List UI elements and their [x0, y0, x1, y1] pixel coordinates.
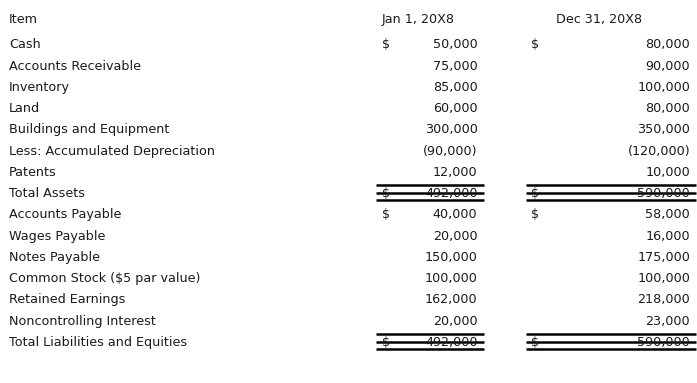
Text: 150,000: 150,000 — [424, 251, 477, 264]
Text: $: $ — [531, 187, 539, 200]
Text: 58,000: 58,000 — [645, 208, 690, 221]
Text: Accounts Receivable: Accounts Receivable — [9, 59, 141, 72]
Text: (90,000): (90,000) — [423, 144, 477, 157]
Text: 60,000: 60,000 — [433, 102, 477, 115]
Text: 85,000: 85,000 — [433, 81, 477, 94]
Text: 90,000: 90,000 — [645, 59, 690, 72]
Text: 20,000: 20,000 — [433, 229, 477, 242]
Text: 590,000: 590,000 — [637, 187, 690, 200]
Text: $: $ — [531, 336, 539, 349]
Text: Patents: Patents — [9, 166, 57, 179]
Text: 175,000: 175,000 — [637, 251, 690, 264]
Text: 492,000: 492,000 — [425, 336, 477, 349]
Text: $: $ — [531, 38, 539, 51]
Text: 100,000: 100,000 — [637, 81, 690, 94]
Text: 218,000: 218,000 — [637, 293, 690, 306]
Text: Jan 1, 20X8: Jan 1, 20X8 — [382, 13, 454, 26]
Text: 100,000: 100,000 — [424, 272, 477, 285]
Text: 16,000: 16,000 — [645, 229, 690, 242]
Text: 12,000: 12,000 — [433, 166, 477, 179]
Text: Buildings and Equipment: Buildings and Equipment — [9, 123, 169, 136]
Text: 10,000: 10,000 — [645, 166, 690, 179]
Text: Total Liabilities and Equities: Total Liabilities and Equities — [9, 336, 187, 349]
Text: 590,000: 590,000 — [637, 336, 690, 349]
Text: Inventory: Inventory — [9, 81, 70, 94]
Text: Less: Accumulated Depreciation: Less: Accumulated Depreciation — [9, 144, 215, 157]
Text: Total Assets: Total Assets — [9, 187, 85, 200]
Text: Accounts Payable: Accounts Payable — [9, 208, 121, 221]
Text: $: $ — [382, 187, 390, 200]
Text: Dec 31, 20X8: Dec 31, 20X8 — [556, 13, 643, 26]
Text: 20,000: 20,000 — [433, 315, 477, 327]
Text: 80,000: 80,000 — [645, 102, 690, 115]
Text: Land: Land — [9, 102, 40, 115]
Text: Retained Earnings: Retained Earnings — [9, 293, 125, 306]
Text: Notes Payable: Notes Payable — [9, 251, 100, 264]
Text: Item: Item — [9, 13, 38, 26]
Text: 75,000: 75,000 — [433, 59, 477, 72]
Text: 40,000: 40,000 — [433, 208, 477, 221]
Text: $: $ — [531, 208, 539, 221]
Text: 80,000: 80,000 — [645, 38, 690, 51]
Text: $: $ — [382, 208, 390, 221]
Text: (120,000): (120,000) — [627, 144, 690, 157]
Text: 492,000: 492,000 — [425, 187, 477, 200]
Text: 162,000: 162,000 — [424, 293, 477, 306]
Text: $: $ — [382, 38, 390, 51]
Text: 23,000: 23,000 — [645, 315, 690, 327]
Text: Cash: Cash — [9, 38, 41, 51]
Text: 50,000: 50,000 — [433, 38, 477, 51]
Text: Wages Payable: Wages Payable — [9, 229, 105, 242]
Text: 350,000: 350,000 — [637, 123, 690, 136]
Text: 100,000: 100,000 — [637, 272, 690, 285]
Text: Common Stock ($5 par value): Common Stock ($5 par value) — [9, 272, 201, 285]
Text: Noncontrolling Interest: Noncontrolling Interest — [9, 315, 156, 327]
Text: $: $ — [382, 336, 390, 349]
Text: 300,000: 300,000 — [424, 123, 477, 136]
